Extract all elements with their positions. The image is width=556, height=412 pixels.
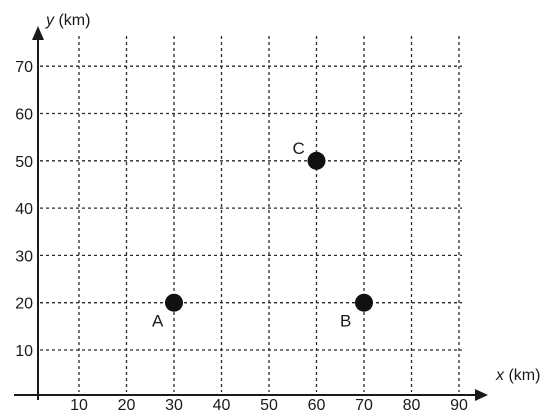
x-tick-label-90: 90 bbox=[450, 397, 468, 412]
grid bbox=[40, 36, 462, 392]
y-axis-arrow-icon bbox=[32, 26, 44, 40]
x-tick-label-40: 40 bbox=[213, 397, 231, 412]
x-tick-label-50: 50 bbox=[260, 397, 278, 412]
y-tick-label-10: 10 bbox=[15, 343, 33, 360]
point-label-b: B bbox=[340, 312, 351, 331]
y-axis-unit: (km) bbox=[58, 12, 90, 29]
x-tick-label-20: 20 bbox=[118, 397, 136, 412]
y-tick-label-40: 40 bbox=[15, 201, 33, 218]
x-tick-label-70: 70 bbox=[355, 397, 373, 412]
y-axis-variable: y bbox=[45, 12, 55, 29]
y-tick-label-60: 60 bbox=[15, 107, 33, 124]
data-points: A B C bbox=[152, 139, 373, 331]
x-tick-labels: 10 20 30 40 50 60 70 80 90 bbox=[70, 397, 468, 412]
point-c bbox=[307, 151, 326, 170]
point-label-c: C bbox=[293, 139, 305, 158]
y-tick-label-30: 30 bbox=[15, 248, 33, 265]
x-axis-unit: (km) bbox=[508, 367, 540, 384]
y-tick-label-20: 20 bbox=[15, 296, 33, 313]
x-axis-variable: x bbox=[495, 367, 505, 384]
x-tick-label-60: 60 bbox=[308, 397, 326, 412]
y-tick-label-50: 50 bbox=[15, 154, 33, 171]
x-tick-label-10: 10 bbox=[70, 397, 88, 412]
x-axis-arrow-icon bbox=[475, 389, 488, 401]
point-label-a: A bbox=[152, 312, 164, 331]
point-b bbox=[355, 293, 373, 312]
axes bbox=[14, 26, 488, 401]
x-tick-label-80: 80 bbox=[403, 397, 421, 412]
x-tick-label-30: 30 bbox=[165, 397, 183, 412]
y-axis-title: y (km) bbox=[45, 12, 90, 29]
y-tick-label-70: 70 bbox=[15, 59, 33, 76]
x-axis-title: x (km) bbox=[495, 367, 540, 384]
point-a bbox=[165, 293, 183, 312]
y-tick-labels: 10 20 30 40 50 60 70 bbox=[15, 59, 33, 360]
